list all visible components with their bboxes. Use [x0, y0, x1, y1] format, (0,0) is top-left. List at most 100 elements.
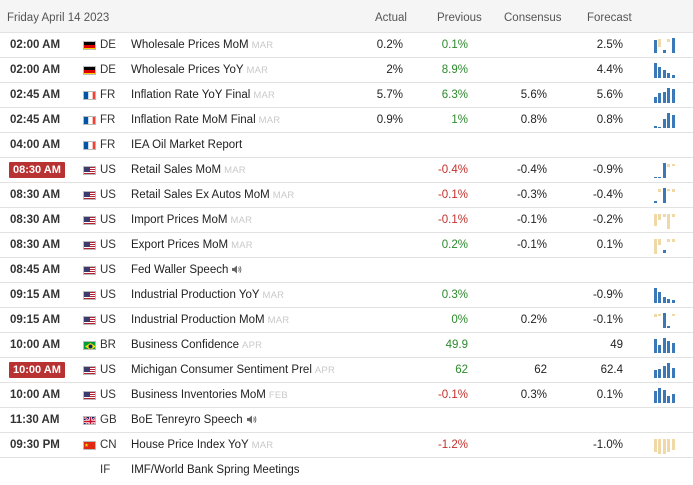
- mini-trend-chart[interactable]: [654, 312, 676, 328]
- event-row[interactable]: IF IMF/World Bank Spring Meetings: [0, 457, 693, 482]
- event-name-link[interactable]: BoE Tenreyro Speech: [131, 414, 257, 426]
- trend-bar: [667, 239, 671, 242]
- event-title: Export Prices MoM: [131, 239, 229, 251]
- event-row[interactable]: 09:15 AM US Industrial Production YoY MAR 0.…: [0, 282, 693, 307]
- reference-period: MAR: [231, 240, 253, 251]
- actual-column-header[interactable]: Actual: [375, 12, 407, 24]
- event-row[interactable]: 09:15 AM US Industrial Production MoM MAR 0%…: [0, 307, 693, 332]
- mini-trend-chart[interactable]: [654, 237, 676, 254]
- trend-bar: [671, 89, 675, 103]
- usa-flag-icon: [83, 391, 96, 400]
- mini-trend-chart[interactable]: [654, 162, 676, 178]
- event-title: Fed Waller Speech: [131, 264, 229, 276]
- mini-trend-chart[interactable]: [654, 212, 676, 229]
- consensus-value: 0.8%: [520, 114, 547, 126]
- event-row[interactable]: 08:30 AM US Retail Sales Ex Autos MoM MAR -0…: [0, 182, 693, 207]
- country-code: US: [100, 314, 116, 326]
- trend-bar: [667, 39, 671, 42]
- event-name-link[interactable]: Fed Waller Speech: [131, 264, 242, 276]
- trend-bar: [671, 394, 675, 403]
- trend-bar: [667, 341, 671, 353]
- trend-bar: [671, 343, 675, 353]
- previous-value: 0.2%: [441, 239, 468, 251]
- event-name-link[interactable]: Export Prices MoM MAR: [131, 239, 253, 251]
- event-row[interactable]: 02:00 AM DE Wholesale Prices MoM MAR 0.2% 0.1…: [0, 32, 693, 57]
- consensus-column-header[interactable]: Consensus: [504, 12, 562, 24]
- event-row[interactable]: 08:30 AM US Retail Sales MoM MAR -0.4% -0.4% -…: [0, 157, 693, 182]
- event-name-link[interactable]: Industrial Production MoM MAR: [131, 314, 289, 326]
- mini-trend-chart[interactable]: [654, 187, 676, 203]
- event-row[interactable]: 04:00 AM FR IEA Oil Market Report: [0, 132, 693, 157]
- mini-trend-chart[interactable]: [654, 287, 676, 303]
- event-title: Inflation Rate YoY Final: [131, 89, 251, 101]
- event-row[interactable]: 10:00 AM US Business Inventories MoM FEB -0.…: [0, 382, 693, 407]
- trend-bar: [658, 439, 662, 454]
- event-title: Wholesale Prices YoY: [131, 64, 244, 76]
- forecast-column-header[interactable]: Forecast: [587, 12, 632, 24]
- trend-bar: [662, 70, 666, 78]
- previous-value: 6.3%: [441, 89, 468, 101]
- trend-bar: [662, 163, 666, 178]
- usa-flag-icon: [83, 291, 96, 300]
- trend-bar: [667, 88, 671, 103]
- event-row[interactable]: 02:45 AM FR Inflation Rate MoM Final MAR 0.9…: [0, 107, 693, 132]
- event-title: BoE Tenreyro Speech: [131, 414, 243, 426]
- event-row[interactable]: 09:30 PM CN House Price Index YoY MAR -1.2% -…: [0, 432, 693, 457]
- event-name-link[interactable]: Inflation Rate MoM Final MAR: [131, 114, 280, 126]
- event-name-link[interactable]: Michigan Consumer Sentiment Prel APR: [131, 364, 335, 376]
- mini-trend-chart[interactable]: [654, 87, 676, 103]
- event-row[interactable]: 08:30 AM US Import Prices MoM MAR -0.1% -0.1%…: [0, 207, 693, 232]
- reference-period: MAR: [246, 65, 269, 76]
- event-name-link[interactable]: Retail Sales Ex Autos MoM MAR: [131, 189, 294, 201]
- event-row[interactable]: 02:00 AM DE Wholesale Prices YoY MAR 2% 8.9% 4…: [0, 57, 693, 82]
- actual-value: 0.2%: [376, 39, 403, 51]
- reference-period: FEB: [268, 390, 288, 401]
- event-name-link[interactable]: Wholesale Prices MoM MAR: [131, 39, 273, 51]
- event-row[interactable]: 10:00 AM BR Business Confidence APR 49.9 49: [0, 332, 693, 357]
- event-name-link[interactable]: Business Confidence APR: [131, 339, 262, 351]
- event-name-link[interactable]: IMF/World Bank Spring Meetings: [131, 464, 300, 476]
- trend-bar: [671, 439, 675, 450]
- mini-trend-chart[interactable]: [654, 437, 676, 454]
- event-row[interactable]: 11:30 AM GB BoE Tenreyro Speech: [0, 407, 693, 432]
- country-code: US: [100, 189, 116, 201]
- event-name-link[interactable]: Import Prices MoM MAR: [131, 214, 252, 226]
- mini-trend-chart[interactable]: [654, 337, 676, 353]
- mini-trend-chart[interactable]: [654, 362, 676, 378]
- speaker-icon: [243, 414, 257, 426]
- mini-trend-chart[interactable]: [654, 37, 676, 53]
- event-title: Retail Sales MoM: [131, 164, 222, 176]
- trend-bar: [667, 299, 671, 303]
- mini-trend-chart[interactable]: [654, 112, 676, 128]
- trend-bar: [671, 75, 675, 78]
- mini-trend-chart[interactable]: [654, 387, 676, 403]
- event-name-link[interactable]: Wholesale Prices YoY MAR: [131, 64, 268, 76]
- usa-flag-icon: [83, 216, 96, 225]
- mini-trend-chart[interactable]: [654, 62, 676, 78]
- event-name-link[interactable]: Retail Sales MoM MAR: [131, 164, 246, 176]
- forecast-value: -1.0%: [592, 439, 623, 451]
- previous-value: 1%: [451, 114, 468, 126]
- trend-bar: [662, 313, 666, 328]
- event-title: Industrial Production YoY: [131, 289, 260, 301]
- trend-bar: [654, 370, 657, 378]
- previous-column-header[interactable]: Previous: [437, 12, 482, 24]
- event-time: 08:30 AM: [10, 214, 61, 226]
- trend-bar: [654, 391, 657, 403]
- trend-bar: [671, 239, 675, 242]
- actual-value: 2%: [386, 64, 403, 76]
- trend-bar: [658, 214, 662, 220]
- trend-bar: [658, 189, 662, 192]
- event-name-link[interactable]: Industrial Production YoY MAR: [131, 289, 284, 301]
- event-title: Wholesale Prices MoM: [131, 39, 249, 51]
- event-name-link[interactable]: House Price Index YoY MAR: [131, 439, 273, 451]
- event-time: 08:30 AM: [10, 189, 61, 201]
- event-row[interactable]: 08:45 AM US Fed Waller Speech: [0, 257, 693, 282]
- event-name-link[interactable]: IEA Oil Market Report: [131, 139, 242, 151]
- event-row[interactable]: 10:00 AM US Michigan Consumer Sentiment Pr…: [0, 357, 693, 382]
- event-row[interactable]: 08:30 AM US Export Prices MoM MAR 0.2% -0.1% 0…: [0, 232, 693, 257]
- event-name-link[interactable]: Inflation Rate YoY Final MAR: [131, 89, 275, 101]
- event-row[interactable]: 02:45 AM FR Inflation Rate YoY Final MAR 5.7…: [0, 82, 693, 107]
- event-name-link[interactable]: Business Inventories MoM FEB: [131, 389, 288, 401]
